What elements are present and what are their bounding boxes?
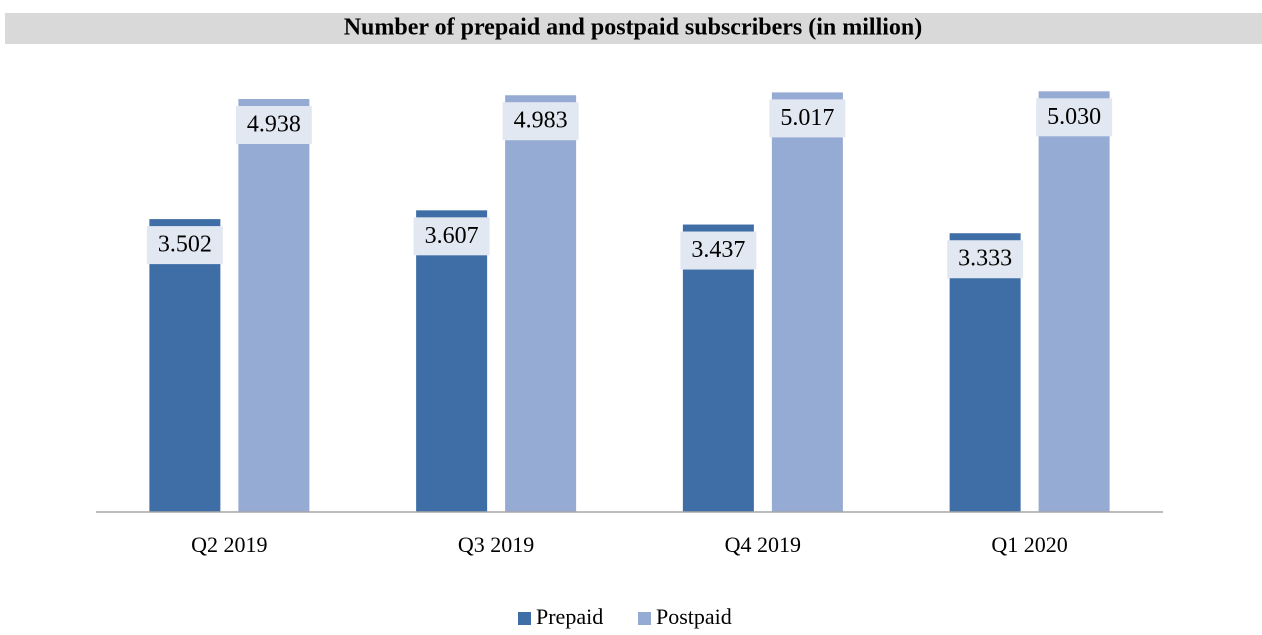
data-label-box (413, 217, 490, 256)
x-tick-label: Q4 2019 (725, 532, 801, 557)
chart-title: Number of prepaid and postpaid subscribe… (344, 15, 923, 41)
data-label: 3.333 (958, 246, 1012, 272)
bar (238, 99, 310, 513)
data-label: 5.017 (780, 105, 834, 131)
data-label: 5.030 (1047, 104, 1101, 130)
title-band (5, 13, 1262, 44)
data-label-box (769, 99, 846, 138)
x-tick-label: Q2 2019 (191, 532, 267, 557)
bar (416, 210, 488, 512)
data-label-box (947, 240, 1024, 279)
data-label-box (146, 226, 223, 265)
data-label-box (235, 106, 312, 145)
legend-label: Postpaid (656, 604, 732, 629)
data-label: 4.938 (247, 112, 301, 138)
bar (1038, 91, 1110, 513)
data-label: 3.502 (158, 232, 212, 258)
legend-label: Prepaid (536, 604, 603, 629)
legend-swatch (518, 612, 531, 625)
data-label-box (1036, 98, 1113, 137)
data-label-box (502, 102, 579, 141)
data-label-box (680, 231, 757, 270)
bar (505, 95, 577, 513)
x-tick-label: Q1 2020 (991, 532, 1067, 557)
data-label: 3.607 (425, 223, 479, 249)
bar (149, 219, 221, 512)
bar (771, 92, 843, 512)
data-label: 4.983 (514, 108, 568, 134)
bar (949, 233, 1021, 513)
bar (682, 224, 754, 513)
legend-swatch (638, 612, 651, 625)
data-label: 3.437 (691, 237, 745, 263)
x-tick-label: Q3 2019 (458, 532, 534, 557)
